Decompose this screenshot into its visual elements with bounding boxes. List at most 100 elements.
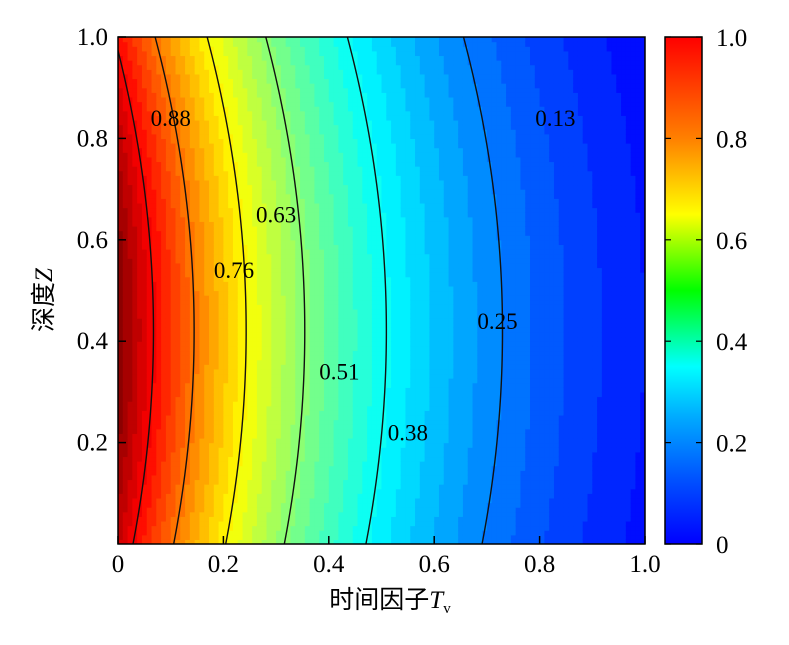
field-cell	[295, 322, 301, 328]
field-cell	[276, 299, 282, 305]
field-cell	[328, 101, 335, 107]
field-cell	[118, 285, 124, 292]
field-cell	[146, 456, 153, 462]
field-cell	[146, 212, 153, 218]
field-cell	[151, 405, 157, 411]
field-cell	[213, 166, 220, 172]
field-cell	[185, 419, 191, 425]
field-cell	[247, 539, 253, 544]
field-cell	[185, 225, 191, 232]
field-cell	[161, 179, 167, 186]
field-cell	[204, 129, 210, 135]
field-cell	[189, 37, 196, 43]
field-cell	[328, 456, 335, 462]
field-cell	[232, 295, 239, 301]
field-cell	[271, 60, 277, 66]
field-cell	[156, 364, 162, 370]
field-cell	[271, 359, 277, 365]
field-cell	[175, 110, 181, 116]
field-cell	[175, 55, 181, 61]
field-cell	[242, 37, 248, 43]
field-cell	[170, 401, 177, 407]
field-cell	[127, 331, 133, 338]
field-cell	[290, 479, 296, 485]
field-cell	[118, 414, 124, 421]
field-cell	[156, 92, 162, 98]
field-cell	[285, 37, 292, 43]
field-cell	[256, 202, 263, 209]
field-cell	[280, 262, 287, 269]
field-cell	[223, 161, 229, 167]
field-cell	[280, 253, 287, 259]
field-cell	[228, 60, 234, 66]
field-cell	[213, 230, 220, 236]
field-cell	[204, 262, 210, 269]
field-cell	[194, 50, 201, 57]
field-cell	[280, 530, 287, 536]
field-cell	[237, 73, 244, 80]
field-cell	[146, 479, 153, 485]
field-cell	[118, 396, 124, 402]
field-cell	[252, 138, 258, 144]
field-cell	[218, 493, 224, 499]
field-cell	[209, 364, 215, 370]
field-cell	[328, 396, 335, 402]
field-cell	[223, 193, 229, 199]
field-cell	[228, 83, 234, 89]
field-cell	[247, 281, 253, 287]
field-cell	[295, 419, 301, 425]
field-cell	[156, 124, 162, 130]
field-cell	[165, 124, 172, 130]
field-cell	[175, 308, 181, 315]
field-cell	[242, 46, 248, 52]
field-cell	[256, 465, 263, 471]
field-cell	[213, 493, 220, 499]
field-cell	[175, 479, 181, 485]
field-cell	[146, 396, 153, 402]
field-cell	[295, 497, 301, 504]
field-cell	[132, 502, 138, 508]
field-cell	[261, 530, 268, 536]
field-cell	[180, 336, 186, 342]
field-cell	[266, 170, 272, 176]
field-cell	[228, 258, 234, 264]
field-cell	[199, 152, 205, 158]
field-cell	[189, 143, 196, 149]
field-cell	[170, 368, 177, 375]
field-cell	[295, 359, 301, 365]
field-cell	[161, 189, 167, 195]
field-cell	[319, 502, 325, 508]
field-cell	[261, 41, 268, 47]
field-cell	[189, 359, 196, 365]
field-cell	[228, 115, 234, 121]
field-cell	[333, 327, 339, 333]
field-cell	[228, 364, 234, 370]
field-cell	[118, 350, 124, 356]
field-cell	[247, 520, 253, 527]
field-cell	[261, 244, 268, 250]
field-cell	[300, 119, 306, 126]
field-cell	[194, 502, 201, 508]
field-cell	[256, 138, 263, 144]
field-cell	[232, 387, 239, 393]
field-cell	[276, 350, 282, 356]
field-cell	[165, 161, 172, 167]
field-cell	[237, 244, 244, 250]
field-cell	[285, 50, 292, 57]
field-cell	[266, 281, 272, 287]
field-cell	[175, 414, 181, 421]
field-cell	[137, 364, 143, 370]
field-cell	[170, 378, 177, 384]
field-cell	[180, 285, 186, 292]
field-cell	[189, 299, 196, 305]
field-cell	[266, 308, 272, 315]
field-cell	[266, 60, 272, 66]
field-cell	[247, 391, 253, 398]
field-cell	[290, 539, 296, 544]
field-cell	[118, 267, 124, 273]
field-cell	[170, 101, 177, 107]
field-cell	[199, 308, 205, 315]
field-cell	[324, 484, 330, 490]
field-cell	[309, 221, 316, 227]
field-cell	[333, 456, 339, 462]
